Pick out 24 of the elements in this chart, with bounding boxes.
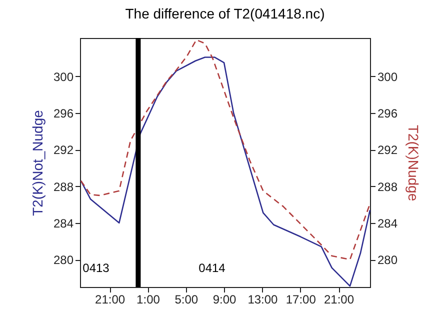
annotation: 0413	[82, 261, 110, 275]
x-tick-label: 13:00	[248, 292, 278, 306]
x-tick-label: 21:00	[95, 292, 126, 306]
y-tick-label: 296	[53, 106, 74, 121]
x-tick-label: 21:00	[324, 292, 354, 306]
y2-tick-label: 292	[378, 143, 398, 158]
y2-tick-label: 288	[378, 180, 398, 194]
x-tick-label: 9:00	[212, 292, 237, 306]
y-tick-label: 292	[53, 143, 74, 158]
y2-tick-label: 300	[378, 70, 398, 84]
y-tick-label: 284	[53, 216, 74, 230]
x-tick-label: 17:00	[286, 292, 316, 306]
y2-tick-label: 296	[378, 106, 398, 121]
y2-tick-label: 284	[378, 216, 398, 230]
chart-title: The difference of T2(041418.nc)	[125, 6, 325, 22]
y-axis-title: T2(K)Not_Nudge	[29, 110, 46, 216]
y2-axis-title: T2(K)Nudge	[406, 124, 422, 202]
y-tick-label: 300	[53, 70, 74, 84]
y-tick-label: 288	[53, 180, 74, 194]
x-tick-label: 1:00	[136, 292, 160, 306]
x-tick-label: 5:00	[174, 292, 198, 306]
annotation: 0414	[198, 261, 226, 275]
y2-tick-label: 280	[378, 253, 398, 268]
y-tick-label: 280	[53, 253, 74, 268]
